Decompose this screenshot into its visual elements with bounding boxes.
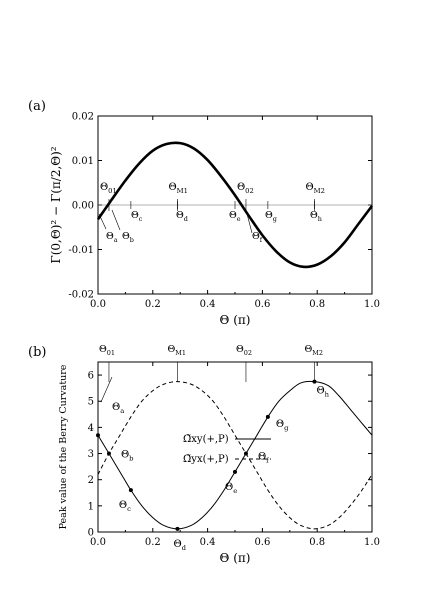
arrow-a	[98, 213, 107, 230]
x-axis-label: Θ (π)	[220, 313, 251, 327]
y-tick-label: 0.00	[72, 201, 94, 212]
point-label: Θa	[112, 402, 124, 415]
marker-label: Θ01	[100, 182, 117, 195]
y-tick-label: 6	[88, 371, 94, 382]
y-axis-label: Peak value of the Berry Curvature	[58, 364, 69, 529]
marker-label: Θ02	[237, 182, 254, 195]
data-point	[233, 469, 237, 474]
x-tick-label: 0.2	[145, 537, 161, 548]
marker-label: ΘM1	[168, 182, 188, 195]
point-label: Θg	[265, 210, 277, 223]
y-tick-label: 2	[88, 475, 94, 486]
x-tick-label: 0.6	[254, 537, 270, 548]
point-label: Θf	[258, 452, 269, 465]
y-tick-label: 3	[88, 449, 94, 460]
x-tick-label: 0.0	[90, 299, 106, 310]
data-point	[175, 526, 180, 531]
data-point	[243, 451, 248, 456]
data-point	[312, 379, 317, 384]
point-label: Θc	[119, 500, 131, 513]
series-line-0	[97, 380, 373, 530]
panel-label: (a)	[28, 99, 46, 114]
marker-label: ΘM2	[305, 182, 325, 195]
y-tick-label: 1	[88, 501, 94, 512]
point-label: Θa	[106, 231, 118, 244]
panel-label: (b)	[28, 345, 46, 360]
x-axis-label: Θ (π)	[220, 551, 251, 565]
x-tick-label: 0.4	[200, 537, 216, 548]
point-label: Θe	[229, 210, 241, 223]
x-tick-label: 0.2	[145, 299, 161, 310]
x-tick-label: 0.8	[309, 299, 325, 310]
point-label: Θd	[176, 210, 188, 223]
point-label: Θh	[310, 210, 322, 223]
legend-label: Ω̃yx(+,P)	[183, 454, 229, 465]
chart-panel-b: (b) 0.0 0.2 0.4 0.6 0.8 1.0 0 1 2 3 4 5 6 Θ (π) Peak va…	[28, 344, 380, 565]
y-tick-label: 0.01	[72, 156, 94, 167]
point-label: Θc	[131, 210, 143, 223]
y-tick-label: 5	[88, 397, 94, 408]
x-tick-label: 0.6	[254, 299, 270, 310]
y-axis-label: Γ(0,Θ)² − Γ(π/2,Θ)²	[49, 146, 63, 263]
data-point	[106, 451, 111, 456]
point-label: Θg	[276, 419, 289, 432]
x-tick-label: 0.4	[200, 299, 216, 310]
point-label: Θb	[121, 450, 134, 463]
chart-panel-a: (a) 0.0 0.2 0.4 0.6 0.8 1.0 -0.02 -0.01 0.00 0.01 0…	[28, 99, 380, 327]
legend-label: Ω̃xy(+,P)	[183, 434, 229, 445]
y-tick-label: 0.02	[72, 112, 94, 123]
x-tick-label: 1.0	[364, 299, 380, 310]
point-label: Θd	[173, 539, 186, 552]
point-label: Θf	[252, 231, 263, 244]
x-tick-label: 0.0	[90, 537, 106, 548]
arrow-a	[100, 376, 113, 403]
arrow-f	[245, 209, 253, 234]
y-tick-label: -0.01	[68, 245, 94, 256]
y-tick-label: -0.02	[68, 290, 94, 301]
x-tick-label: 1.0	[364, 537, 380, 548]
series-line-0	[96, 141, 374, 269]
series-line-1	[97, 381, 373, 530]
data-point	[128, 488, 133, 493]
point-label: Θe	[225, 482, 237, 495]
y-tick-label: 4	[88, 423, 94, 434]
top-marker-label: ΘM2	[304, 344, 323, 357]
top-marker-label: Θ01	[99, 344, 115, 357]
arrow-b	[111, 209, 121, 231]
point-label: Θb	[122, 231, 134, 244]
top-marker-label: ΘM1	[167, 344, 186, 357]
data-point	[96, 433, 100, 438]
top-marker-label: Θ02	[236, 344, 252, 357]
x-tick-label: 0.8	[309, 537, 325, 548]
data-point	[265, 414, 270, 419]
y-tick-label: 0	[88, 528, 94, 539]
point-label: Θh	[316, 386, 329, 399]
